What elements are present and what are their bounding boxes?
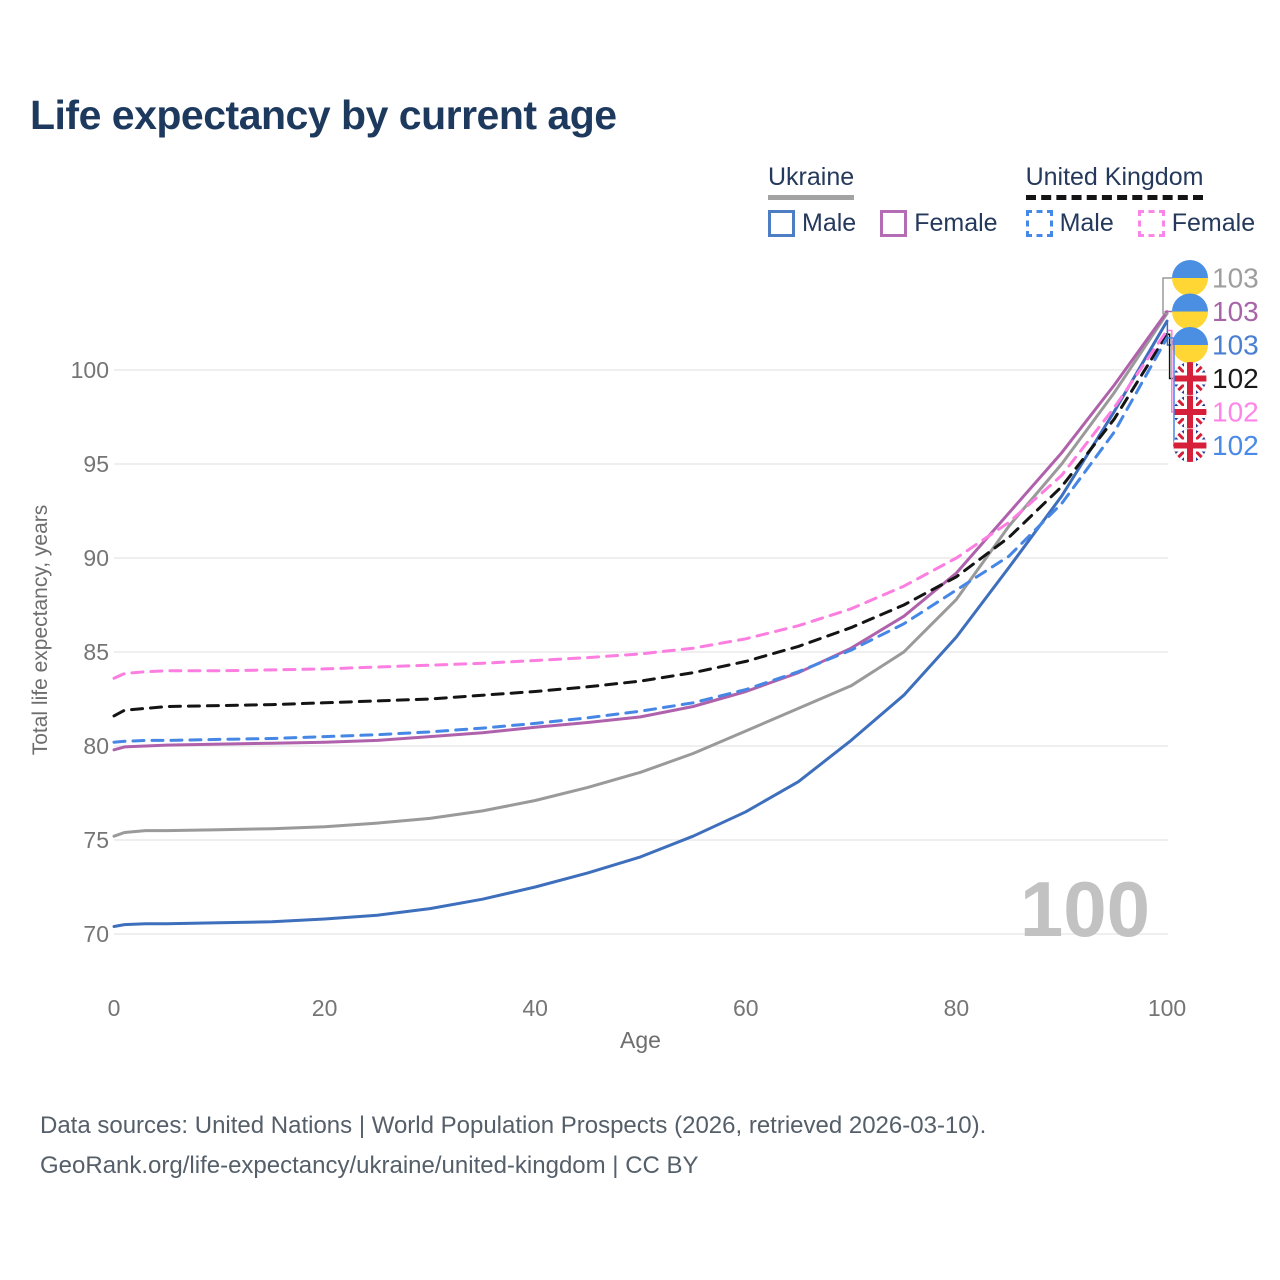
leader-line-ukraine-total — [1162, 277, 1173, 315]
uk-flag-icon — [1173, 395, 1207, 429]
series-line-united-kingdom-male — [112, 336, 1169, 744]
y-tick-label-85: 85 — [83, 639, 109, 665]
y-tick-label-70: 70 — [83, 921, 109, 947]
ukraine-female-swatch-icon — [880, 210, 908, 237]
x-tick-label-20: 20 — [312, 995, 338, 1021]
end-value-label-ukraine-female: 103 — [1212, 296, 1259, 327]
page-title: Life expectancy by current age — [30, 92, 617, 138]
end-value-label-united-kingdom-male: 102 — [1212, 430, 1259, 461]
legend-ukraine-male-toggle[interactable]: Male — [768, 209, 856, 238]
series-line-ukraine-total — [112, 312, 1169, 838]
legend-uk-header: United Kingdom — [1025, 163, 1256, 200]
legend-uk-male-toggle[interactable]: Male — [1025, 209, 1114, 238]
y-tick-label-90: 90 — [83, 545, 109, 571]
footer-attribution: GeoRank.org/life-expectancy/ukraine/unit… — [40, 1152, 699, 1179]
legend-uk-column: United Kingdom Male Female — [1025, 163, 1256, 238]
end-value-label-united-kingdom-female: 102 — [1212, 397, 1259, 428]
ukraine-flag-icon — [1172, 293, 1208, 330]
footer-data-sources: Data sources: United Nations | World Pop… — [40, 1112, 987, 1139]
uk-flag-icon — [1173, 429, 1207, 462]
y-tick-label-75: 75 — [83, 827, 109, 853]
legend-ukraine-header: Ukraine — [768, 163, 998, 200]
ukraine-flag-icon — [1172, 327, 1208, 363]
legend-ukraine-female-toggle[interactable]: Female — [880, 209, 998, 238]
uk-female-swatch-icon — [1137, 210, 1165, 237]
legend-ukraine-column: Ukraine Male Female — [768, 163, 998, 238]
x-tick-label-0: 0 — [108, 995, 121, 1021]
uk-male-swatch-icon — [1025, 210, 1053, 237]
end-value-label-ukraine-male: 103 — [1212, 330, 1259, 361]
end-value-label-united-kingdom-total: 102 — [1212, 363, 1259, 394]
footer: Data sources: United Nations | World Pop… — [40, 1106, 986, 1186]
legend-ukraine-female-label: Female — [914, 209, 998, 237]
ukraine-flag-icon — [1172, 260, 1208, 296]
leader-line-united-kingdom-female — [1168, 329, 1173, 413]
legend-ukraine-label: Ukraine — [768, 163, 855, 200]
y-tick-label-95: 95 — [83, 451, 109, 477]
series-line-ukraine-male — [112, 319, 1169, 928]
x-tick-label-80: 80 — [944, 995, 970, 1021]
series-line-ukraine-female — [112, 310, 1169, 752]
end-value-label-ukraine-total: 103 — [1212, 263, 1259, 294]
y-axis-title: Total life expectancy, years — [29, 505, 52, 756]
age-watermark: 100 — [1020, 865, 1150, 953]
y-tick-label-80: 80 — [83, 733, 109, 759]
legend-uk-label: United Kingdom — [1025, 163, 1204, 200]
legend-ukraine-male-label: Male — [802, 209, 857, 237]
legend-uk-female-toggle[interactable]: Female — [1137, 209, 1256, 238]
legend-uk-male-label: Male — [1059, 209, 1114, 237]
uk-flag-icon — [1173, 362, 1207, 395]
chart-legend: Ukraine Male Female United Kingdom — [768, 163, 1255, 238]
x-tick-label-100: 100 — [1148, 995, 1186, 1021]
x-tick-label-40: 40 — [522, 995, 548, 1021]
legend-uk-female-label: Female — [1171, 209, 1256, 237]
x-tick-label-60: 60 — [733, 995, 759, 1021]
series-line-united-kingdom-total — [112, 332, 1169, 718]
x-axis-title: Age — [620, 1027, 661, 1053]
y-tick-label-100: 100 — [71, 357, 109, 383]
series-line-united-kingdom-female — [112, 329, 1169, 680]
ukraine-male-swatch-icon — [768, 210, 795, 237]
